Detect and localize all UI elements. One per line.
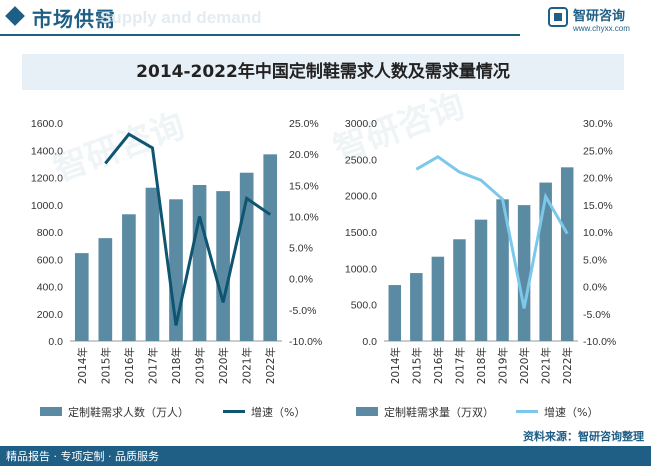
right-axis-tick-label: 20.0% bbox=[289, 149, 319, 161]
right-axis-tick-label: 15.0% bbox=[583, 200, 613, 212]
category-tick-label: 2018年 bbox=[475, 347, 488, 384]
page-footer: 精品报告 · 专项定制 · 品质服务 bbox=[0, 446, 651, 466]
right-axis-tick-label: -10.0% bbox=[289, 336, 322, 348]
left-axis-tick-label: 800.0 bbox=[37, 227, 63, 239]
left-axis-tick-label: 400.0 bbox=[37, 282, 63, 294]
bar bbox=[122, 214, 136, 341]
legend-line-swatch bbox=[223, 410, 245, 413]
bar bbox=[431, 256, 445, 341]
left-axis-tick-label: 1200.0 bbox=[31, 173, 63, 185]
category-tick-label: 2020年 bbox=[217, 347, 230, 384]
right-axis-tick-label: 25.0% bbox=[289, 118, 319, 130]
left-axis-tick-label: 0.0 bbox=[48, 336, 63, 348]
bar bbox=[98, 238, 113, 341]
left-axis-tick-label: 500.0 bbox=[351, 300, 377, 312]
bar bbox=[388, 285, 402, 341]
legend-label: 定制鞋需求人数（万人） bbox=[68, 406, 189, 419]
legend-label: 增速（%） bbox=[544, 406, 599, 419]
category-tick-label: 2021年 bbox=[241, 347, 254, 384]
legend-label: 定制鞋需求量（万双） bbox=[384, 406, 494, 419]
right-axis-tick-label: -10.0% bbox=[583, 336, 616, 348]
category-tick-label: 2019年 bbox=[497, 347, 510, 384]
left-axis-tick-label: 1000.0 bbox=[31, 200, 63, 212]
bar bbox=[145, 187, 160, 341]
bar bbox=[216, 191, 230, 341]
left-axis-tick-label: 200.0 bbox=[37, 309, 63, 321]
category-tick-label: 2019年 bbox=[194, 347, 207, 384]
footer-slogan: 精品报告 · 专项定制 · 品质服务 bbox=[6, 450, 159, 463]
right-axis-tick-label: 20.0% bbox=[583, 173, 613, 185]
legend-bar-swatch bbox=[356, 407, 378, 416]
category-tick-label: 2014年 bbox=[76, 347, 89, 384]
bar bbox=[192, 184, 207, 341]
right-axis-tick-label: 10.0% bbox=[583, 227, 613, 239]
left-axis-tick-label: 1000.0 bbox=[345, 263, 377, 275]
category-tick-label: 2015年 bbox=[410, 347, 423, 384]
bar bbox=[263, 154, 278, 341]
left-axis-tick-label: 0.0 bbox=[362, 336, 377, 348]
left-axis-tick-label: 2500.0 bbox=[345, 154, 377, 166]
left-axis-tick-label: 1400.0 bbox=[31, 145, 63, 157]
right-axis-tick-label: 5.0% bbox=[583, 254, 607, 266]
bar bbox=[74, 253, 89, 341]
page-header: 市场供需 Supply and demand 智研咨询 www.chyxx.co… bbox=[0, 0, 651, 40]
growth-line bbox=[104, 132, 272, 326]
bar bbox=[474, 219, 488, 341]
bar bbox=[517, 205, 531, 341]
bar bbox=[496, 199, 509, 341]
bar bbox=[539, 182, 552, 341]
left-axis-tick-label: 2000.0 bbox=[345, 191, 377, 203]
legend-line-swatch bbox=[516, 410, 538, 413]
header-divider bbox=[0, 34, 520, 36]
right-axis-tick-label: -5.0% bbox=[583, 309, 610, 321]
category-tick-label: 2021年 bbox=[540, 347, 553, 384]
growth-line bbox=[415, 155, 569, 309]
bar bbox=[453, 239, 466, 341]
category-tick-label: 2015年 bbox=[99, 347, 112, 384]
bar bbox=[560, 167, 574, 341]
logo-url: www.chyxx.com bbox=[573, 24, 630, 33]
legend-label: 增速（%） bbox=[251, 406, 306, 419]
right-axis-tick-label: 5.0% bbox=[289, 243, 313, 255]
category-tick-label: 2022年 bbox=[264, 347, 277, 384]
category-tick-label: 2022年 bbox=[561, 347, 574, 384]
bar bbox=[410, 273, 423, 341]
logo-name: 智研咨询 bbox=[573, 9, 626, 24]
right-axis-tick-label: 10.0% bbox=[289, 211, 319, 223]
right-axis-tick-label: 15.0% bbox=[289, 180, 319, 192]
chart-title-box: 2014-2022年中国定制鞋需求人数及需求量情况 bbox=[22, 54, 624, 90]
left-axis-tick-label: 1600.0 bbox=[31, 118, 63, 130]
category-tick-label: 2017年 bbox=[453, 347, 466, 384]
category-tick-label: 2014年 bbox=[389, 347, 402, 384]
chart-title: 2014-2022年中国定制鞋需求人数及需求量情况 bbox=[136, 62, 510, 82]
left-axis-tick-label: 1500.0 bbox=[345, 227, 377, 239]
right-axis-tick-label: 25.0% bbox=[583, 145, 613, 157]
left-axis-tick-label: 3000.0 bbox=[345, 118, 377, 130]
section-watermark: Supply and demand bbox=[100, 8, 262, 27]
data-source: 资料来源：智研咨询整理 bbox=[523, 430, 644, 443]
right-axis-tick-label: 30.0% bbox=[583, 118, 613, 130]
category-tick-label: 2016年 bbox=[123, 347, 136, 384]
right-axis-tick-label: 0.0% bbox=[289, 274, 313, 286]
legend-bar-swatch bbox=[40, 407, 62, 416]
category-tick-label: 2018年 bbox=[170, 347, 183, 384]
category-tick-label: 2016年 bbox=[432, 347, 445, 384]
brand-logo: 智研咨询 www.chyxx.com bbox=[548, 4, 648, 38]
section-title: 市场供需 bbox=[32, 7, 116, 31]
left-axis-tick-label: 600.0 bbox=[37, 254, 63, 266]
right-axis-tick-label: 0.0% bbox=[583, 282, 607, 294]
category-tick-label: 2020年 bbox=[518, 347, 531, 384]
right-axis-tick-label: -5.0% bbox=[289, 305, 316, 317]
logo-icon bbox=[548, 7, 568, 27]
category-tick-label: 2017年 bbox=[146, 347, 159, 384]
